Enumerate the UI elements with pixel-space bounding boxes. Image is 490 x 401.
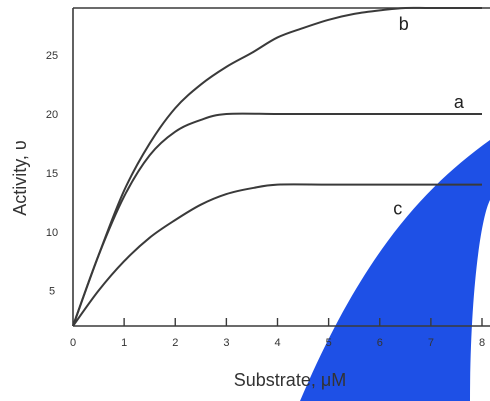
x-tick-label: 4	[274, 337, 280, 349]
y-tick-label: 15	[46, 168, 58, 180]
x-tick-labels: 0 1 2 3 4 5 6 7 8	[70, 318, 485, 349]
series-line-c	[72, 183, 482, 327]
watermark-shape	[300, 140, 490, 401]
x-axis-title: Substrate, μM	[234, 370, 346, 390]
y-axis-title: Activity, υ	[10, 140, 30, 216]
x-tick-label: 8	[479, 337, 485, 349]
x-tick-label: 3	[223, 337, 229, 349]
x-tick-label: 2	[172, 337, 178, 349]
y-tick-label: 25	[46, 50, 58, 62]
x-tick-label: 1	[121, 337, 127, 349]
x-tick-label: 6	[377, 337, 383, 349]
y-tick-label: 5	[49, 286, 55, 298]
series-label-c: c	[393, 199, 402, 219]
y-tick-label: 10	[46, 227, 58, 239]
y-tick-labels: 5 10 15 20 25	[46, 50, 58, 298]
watermark-band	[300, 140, 490, 401]
series-label-a: a	[454, 92, 465, 112]
series-layer: a b c	[72, 6, 482, 327]
series-label-b: b	[399, 14, 409, 34]
series-line-a	[72, 112, 482, 327]
y-tick-label: 20	[46, 109, 58, 121]
x-tick-label: 5	[326, 337, 332, 349]
x-tick-label: 0	[70, 337, 76, 349]
series-line-b	[72, 6, 482, 327]
x-tick-label: 7	[428, 337, 434, 349]
